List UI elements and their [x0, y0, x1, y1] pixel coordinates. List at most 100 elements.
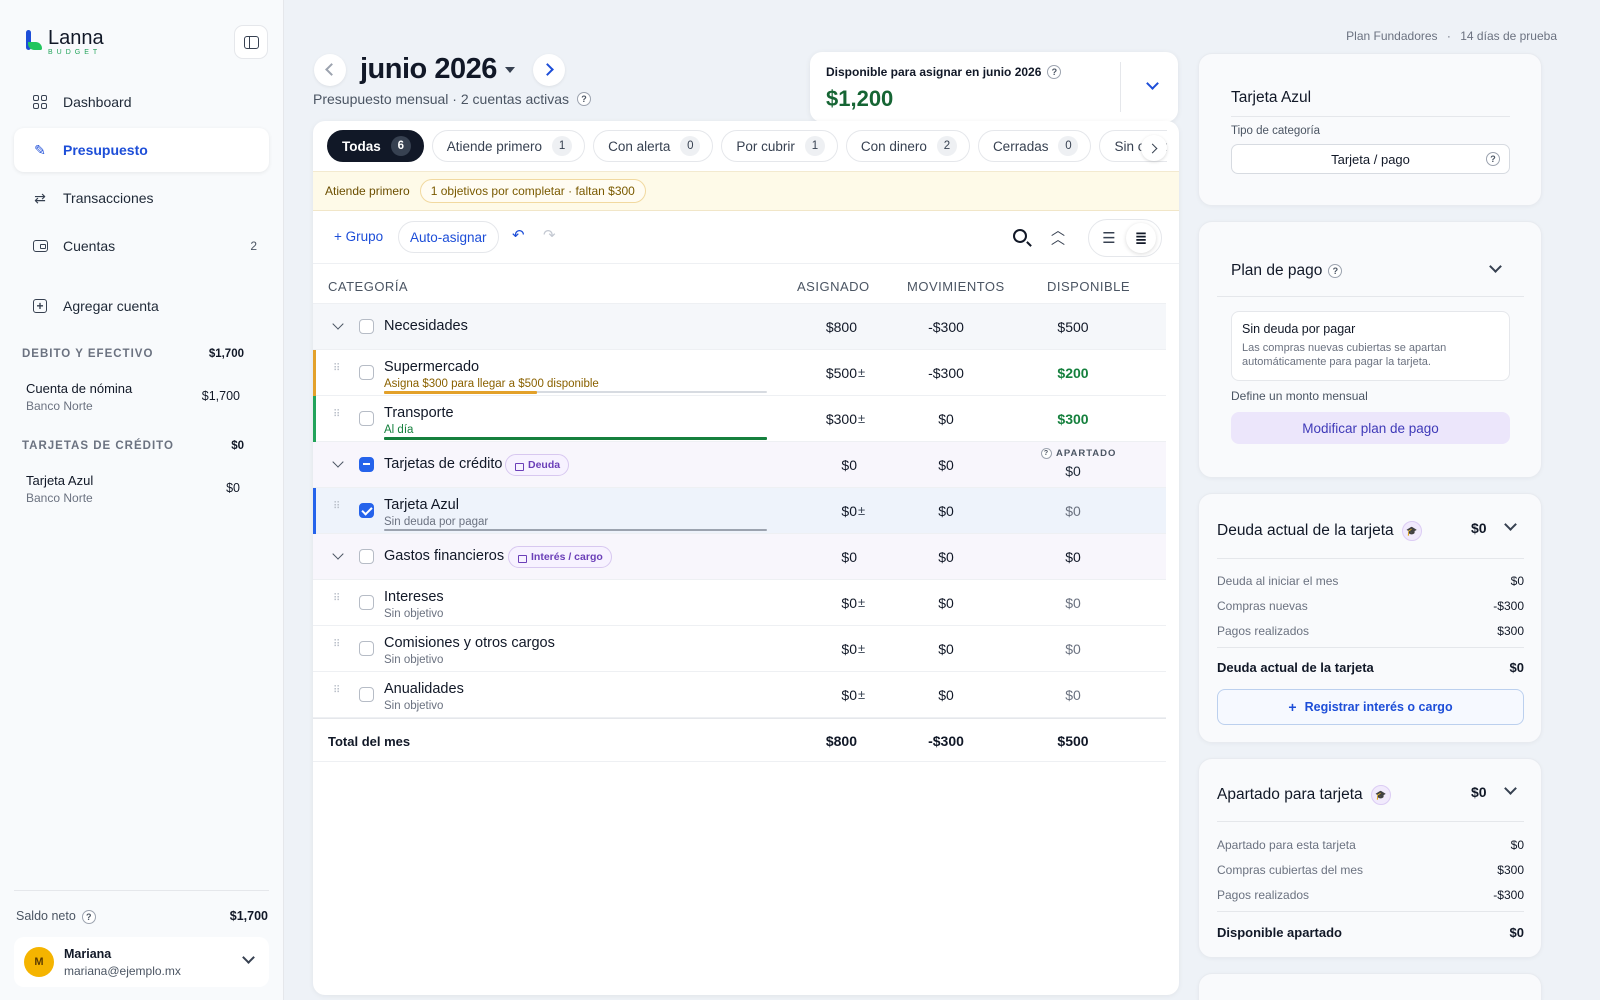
group-checkbox[interactable]: [359, 549, 374, 564]
auto-assign-button[interactable]: Auto-asignar: [398, 221, 499, 253]
add-group-button[interactable]: + Grupo: [334, 229, 384, 244]
drag-handle-icon[interactable]: ⠿: [333, 409, 340, 420]
category-checkbox[interactable]: [359, 503, 374, 518]
chevron-down-icon[interactable]: [1489, 260, 1502, 273]
adjust-icon[interactable]: ±: [858, 365, 866, 380]
category-row[interactable]: ⠿ Supermercado Asigna $300 para llegar a…: [313, 350, 1166, 396]
assigned-value[interactable]: $0: [841, 595, 857, 611]
assigned-value[interactable]: $0: [841, 641, 857, 657]
adjust-icon[interactable]: ±: [858, 687, 866, 702]
adjust-icon[interactable]: ±: [858, 503, 866, 518]
group-checkbox[interactable]: [359, 457, 374, 472]
collapse-sidebar-button[interactable]: [234, 25, 268, 59]
register-interest-button[interactable]: + Registrar interés o cargo: [1217, 689, 1524, 725]
adjust-icon[interactable]: ±: [858, 595, 866, 610]
category-group-row[interactable]: Necesidades $800 -$300 $500: [313, 304, 1166, 350]
category-checkbox[interactable]: [359, 641, 374, 656]
column-header-assigned[interactable]: ASIGNADO: [797, 279, 870, 294]
movements-value: -$300: [928, 365, 964, 381]
education-icon[interactable]: 🎓: [1370, 785, 1391, 805]
help-icon[interactable]: ?: [577, 92, 592, 106]
filter-chip[interactable]: Con dinero 2: [845, 130, 970, 162]
category-name: Transporte: [384, 405, 454, 421]
list-view-icon[interactable]: ☰: [1102, 230, 1116, 247]
prev-month-button[interactable]: [314, 53, 346, 86]
help-icon[interactable]: ?: [1041, 448, 1052, 459]
category-type-select[interactable]: Tarjeta / pago ?: [1231, 144, 1510, 174]
adjust-icon[interactable]: ±: [858, 411, 866, 426]
expand-available-button[interactable]: [1146, 77, 1159, 90]
assigned-value[interactable]: $500: [825, 365, 857, 381]
app-logo[interactable]: Lanna BUDGET: [24, 28, 104, 56]
chevron-down-icon[interactable]: [1504, 782, 1517, 795]
reserved-row: Apartado para esta tarjeta $0: [1217, 838, 1524, 852]
drag-handle-icon[interactable]: ⠿: [333, 685, 340, 696]
help-icon[interactable]: ?: [1486, 152, 1500, 166]
column-header-category[interactable]: CATEGORÍA: [328, 279, 409, 294]
drag-handle-icon[interactable]: ⠿: [333, 593, 340, 604]
add-account-button[interactable]: + Agregar cuenta: [14, 284, 269, 328]
category-group-row[interactable]: Tarjetas de crédito Deuda $0 $0 ? APARTAD…: [313, 442, 1166, 488]
sidebar: Lanna BUDGET Dashboard ✎ Presupuesto ⇄ T…: [0, 0, 284, 1000]
category-name: Intereses: [384, 589, 444, 605]
category-row[interactable]: ⠿ Transporte Al día $300 ± $0 $300: [313, 396, 1166, 442]
redo-icon[interactable]: ↷: [543, 227, 556, 244]
adjust-icon[interactable]: ±: [858, 641, 866, 656]
help-icon[interactable]: ?: [1328, 264, 1343, 278]
help-icon[interactable]: ?: [1047, 65, 1062, 79]
sidebar-item-cuentas[interactable]: Cuentas 2: [14, 224, 269, 268]
sidebar-item-dashboard[interactable]: Dashboard: [14, 80, 269, 124]
filter-chip[interactable]: Por cubrir 1: [721, 130, 838, 162]
category-checkbox[interactable]: [359, 687, 374, 702]
category-checkbox[interactable]: [359, 365, 374, 380]
filter-chip[interactable]: Atiende primero 1: [431, 130, 586, 162]
drag-handle-icon[interactable]: ⠿: [333, 363, 340, 374]
available-value: $0: [1065, 463, 1081, 479]
assigned-value[interactable]: $0: [841, 503, 857, 519]
alert-message[interactable]: 1 objetivos por completar · faltan $300: [419, 179, 646, 203]
user-menu[interactable]: M Mariana mariana@ejemplo.mx: [14, 937, 269, 987]
category-group-row[interactable]: Gastos financieros Interés / cargo $0 $0…: [313, 534, 1166, 580]
category-row[interactable]: ⠿ Intereses Sin objetivo $0 ± $0 $0: [313, 580, 1166, 626]
assigned-value[interactable]: $0: [841, 687, 857, 703]
debt-total-row: Deuda actual de la tarjeta $0: [1217, 660, 1524, 675]
assigned-value[interactable]: $300: [825, 411, 857, 427]
scroll-filters-button[interactable]: [1141, 135, 1167, 161]
sidebar-item-transacciones[interactable]: ⇄ Transacciones: [14, 176, 269, 220]
account-item[interactable]: Tarjeta Azul Banco Norte $0: [26, 473, 240, 505]
search-icon[interactable]: [1013, 229, 1027, 243]
category-checkbox[interactable]: [359, 411, 374, 426]
divider: [1217, 821, 1524, 822]
help-icon[interactable]: ?: [81, 909, 96, 924]
column-header-available[interactable]: DISPONIBLE: [1047, 279, 1131, 294]
filter-chip[interactable]: Cerradas 0: [977, 130, 1092, 162]
chevron-down-icon[interactable]: [332, 456, 344, 468]
filter-chip[interactable]: Todas 6: [327, 130, 424, 162]
assigned-value: $0: [841, 457, 857, 473]
next-month-button[interactable]: [532, 53, 565, 86]
selected-accent: [313, 488, 316, 534]
category-row[interactable]: ⠿ Tarjeta Azul Sin deuda por pagar $0 ± …: [313, 488, 1166, 534]
undo-icon[interactable]: ↶: [512, 227, 525, 244]
chevron-right-icon: [1147, 143, 1158, 153]
account-item[interactable]: Cuenta de nómina Banco Norte $1,700: [26, 381, 240, 413]
drag-handle-icon[interactable]: ⠿: [333, 501, 340, 512]
category-checkbox[interactable]: [359, 595, 374, 610]
education-icon[interactable]: 🎓: [1401, 521, 1422, 541]
filter-chip[interactable]: Con alerta 0: [593, 130, 714, 162]
chevron-down-icon[interactable]: [1504, 518, 1517, 531]
chevron-down-icon[interactable]: [332, 548, 344, 560]
month-title[interactable]: junio 2026: [360, 53, 497, 85]
collapse-all-icon[interactable]: ︿ ︿: [1051, 222, 1065, 247]
chevron-down-icon[interactable]: [332, 318, 344, 330]
column-header-movements[interactable]: MOVIMIENTOS: [907, 279, 1005, 294]
drag-handle-icon[interactable]: ⠿: [333, 639, 340, 650]
sidebar-item-presupuesto[interactable]: ✎ Presupuesto: [14, 128, 269, 172]
user-name: Mariana: [64, 946, 112, 961]
category-row[interactable]: ⠿ Anualidades Sin objetivo $0 ± $0 $0: [313, 672, 1166, 718]
group-checkbox[interactable]: [359, 319, 374, 334]
month-dropdown-icon[interactable]: [504, 66, 515, 73]
edit-payment-plan-button[interactable]: Modificar plan de pago: [1231, 412, 1510, 444]
compact-view-icon[interactable]: ≣: [1126, 223, 1156, 253]
category-row[interactable]: ⠿ Comisiones y otros cargos Sin objetivo…: [313, 626, 1166, 672]
